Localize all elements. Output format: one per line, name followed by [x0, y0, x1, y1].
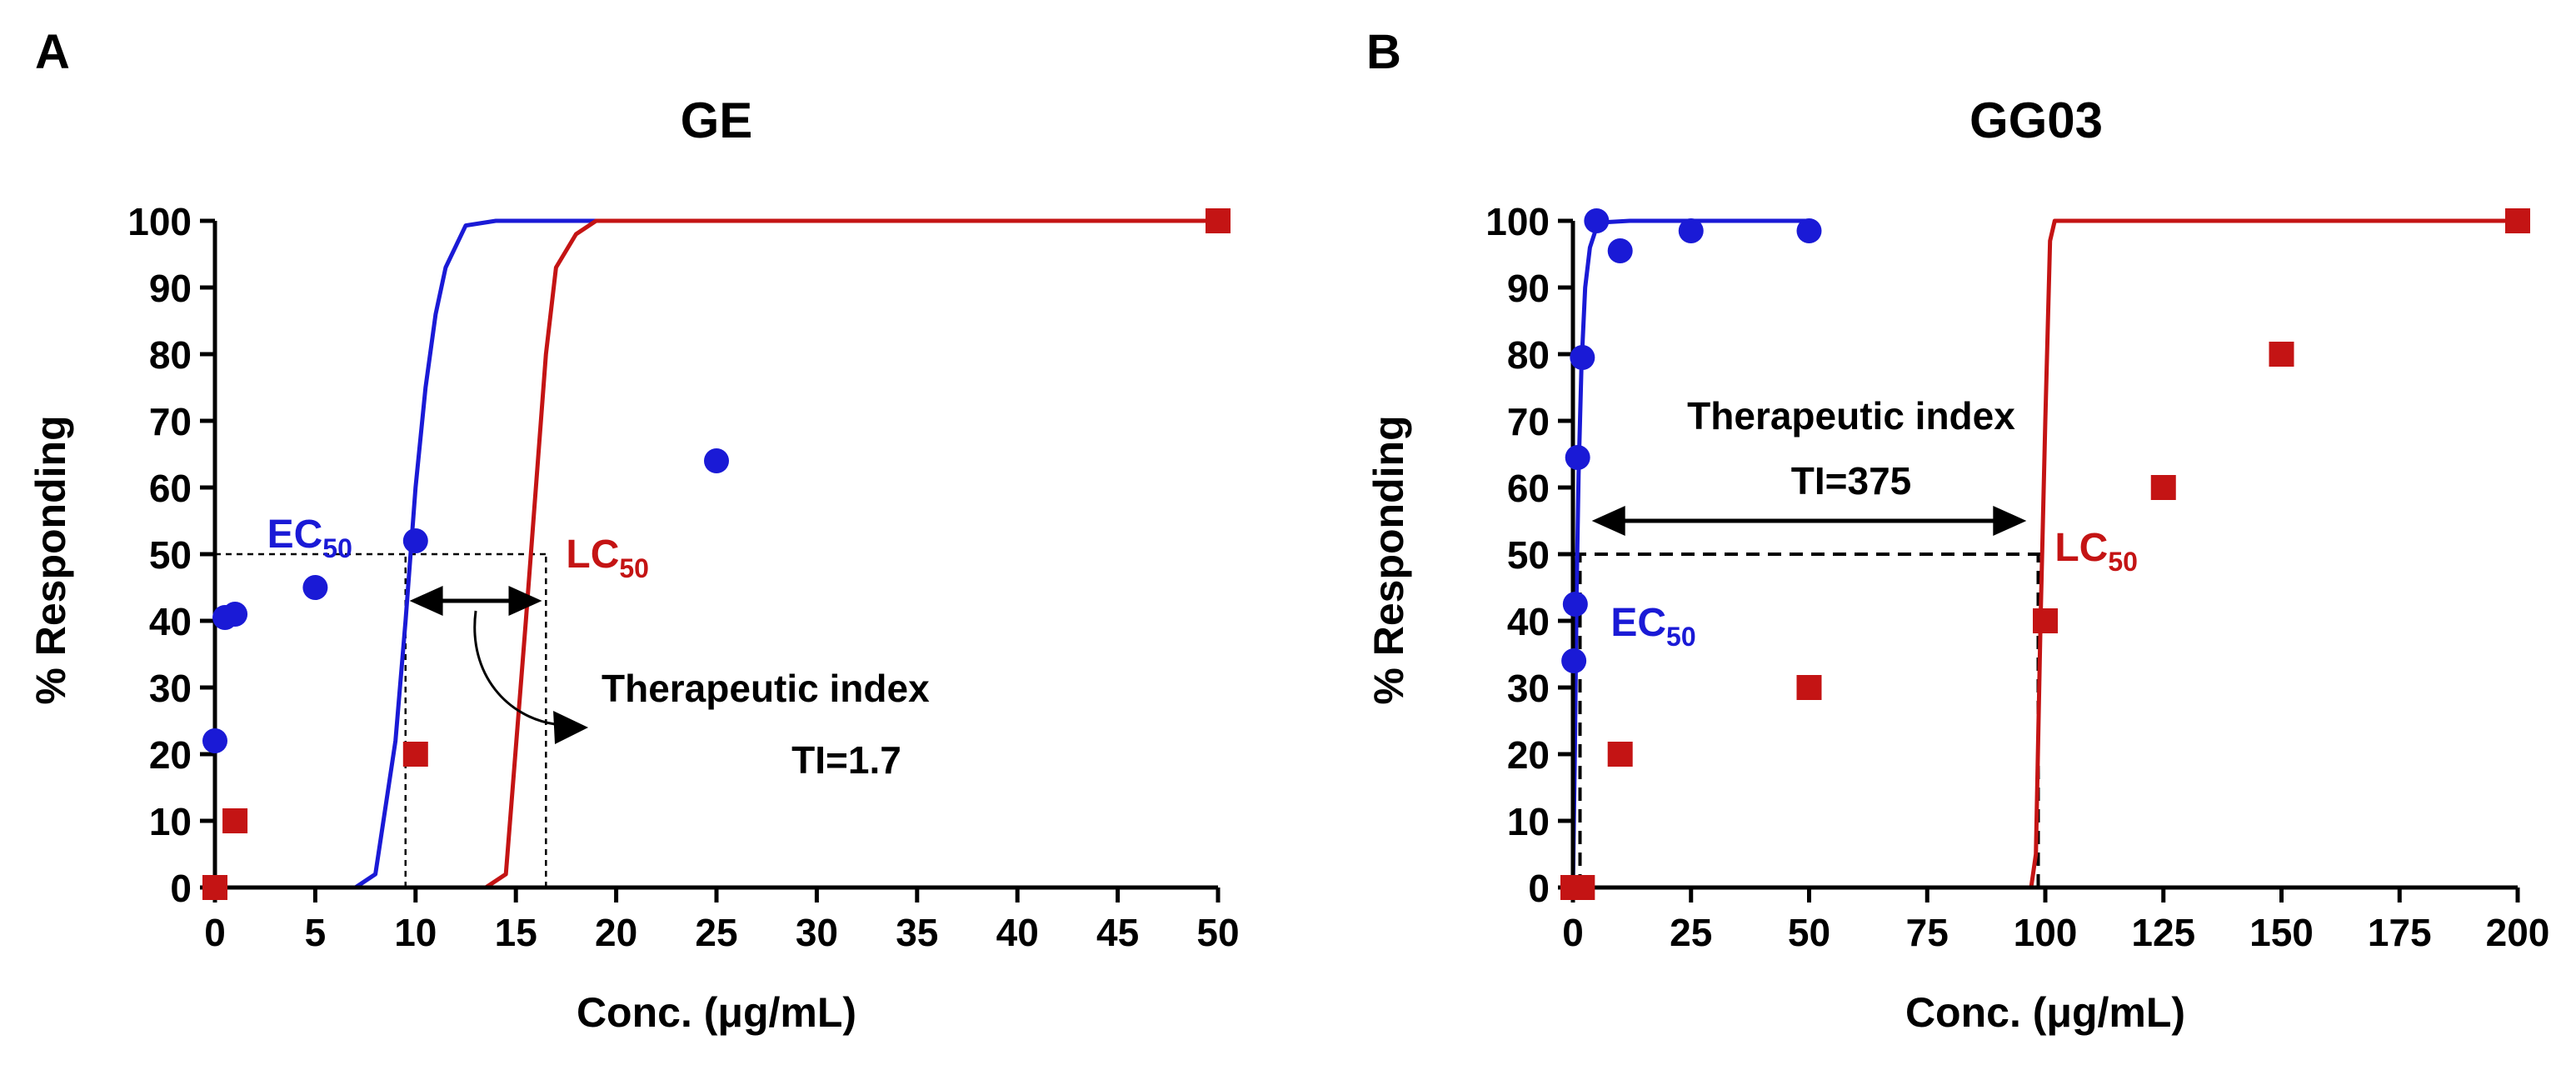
lc-data-point	[2505, 208, 2530, 233]
y-tick-label: 80	[149, 333, 192, 377]
y-tick-label: 0	[170, 867, 192, 910]
x-tick-label: 45	[1096, 911, 1139, 954]
lc50-label: LC50	[566, 532, 649, 583]
y-tick-label: 20	[149, 733, 192, 777]
chart-title: GE	[681, 92, 753, 148]
ec-data-point	[222, 602, 248, 627]
ti-label: Therapeutic index	[602, 667, 930, 710]
x-tick-label: 20	[595, 911, 637, 954]
y-tick-label: 0	[1528, 867, 1550, 910]
y-tick-label: 90	[149, 267, 192, 310]
lc-data-point	[2033, 608, 2058, 633]
ti-pointer-curve	[473, 610, 556, 726]
x-tick-label: 15	[495, 911, 537, 954]
y-axis-label: % Responding	[27, 415, 74, 704]
y-tick-label: 70	[149, 400, 192, 443]
y-tick-label: 100	[1485, 200, 1550, 243]
ti-arrow-head-left	[409, 586, 443, 616]
x-tick-label: 150	[2249, 911, 2314, 954]
x-tick-label: 5	[305, 911, 327, 954]
ec-data-point	[1565, 445, 1590, 470]
x-tick-label: 200	[2486, 911, 2550, 954]
y-tick-label: 20	[1507, 733, 1550, 777]
y-tick-label: 40	[149, 600, 192, 643]
x-tick-label: 50	[1196, 911, 1239, 954]
panel-letter: B	[1366, 25, 1401, 79]
x-tick-label: 100	[2014, 911, 2078, 954]
lc-data-point	[1570, 875, 1595, 900]
ec-data-point	[1562, 592, 1588, 617]
y-axis-label: % Responding	[1365, 415, 1412, 704]
plot-area: 0 10 20 30 40 50 60 70 80 90 100 0 5 10 15 20 25 30 35 40 45…	[127, 200, 1239, 954]
ti-value: TI=375	[1791, 459, 1912, 502]
panel-letter: A	[35, 25, 70, 79]
x-axis-label: Conc. (μg/mL)	[577, 989, 856, 1036]
y-tick-label: 10	[1507, 800, 1550, 843]
lc-data-point	[222, 808, 248, 833]
y-tick-label: 80	[1507, 333, 1550, 377]
lc-data-point	[1206, 208, 1231, 233]
lc-data-point	[402, 742, 428, 767]
y-tick-label: 50	[149, 533, 192, 577]
ti-value: TI=1.7	[791, 738, 901, 782]
ti-arrow-head-left	[1591, 506, 1625, 536]
ec-data-point	[704, 448, 729, 473]
y-tick-label: 100	[127, 200, 192, 243]
y-tick-label: 30	[149, 667, 192, 710]
ti-pointer-head	[553, 711, 589, 744]
y-tick-label: 90	[1507, 267, 1550, 310]
ec-data-point	[402, 528, 428, 553]
ec-data-point	[302, 575, 328, 600]
lc-data-point	[2150, 475, 2176, 500]
ec-data-point	[1584, 208, 1610, 233]
x-tick-label: 75	[1906, 911, 1949, 954]
x-tick-label: 50	[1788, 911, 1830, 954]
x-tick-label: 25	[1670, 911, 1712, 954]
y-tick-label: 50	[1507, 533, 1550, 577]
lc-data-point	[1607, 742, 1633, 767]
lc-data-point	[1796, 675, 1822, 700]
ec-fit-curve	[1570, 218, 1810, 888]
ec50-label: EC50	[267, 512, 352, 563]
panel-b: B GG03 % Responding Conc. (μg/mL) 0 10 20 3…	[1365, 25, 2549, 1036]
ec-data-point	[1678, 218, 1704, 243]
ec-data-point	[1561, 648, 1587, 673]
ti-label: Therapeutic index	[1687, 394, 2015, 438]
ti-arrow-head-right	[1993, 506, 2027, 536]
x-tick-label: 0	[1562, 911, 1584, 954]
lc-fit-curve	[1573, 218, 2518, 890]
y-tick-label: 40	[1507, 600, 1550, 643]
x-tick-label: 125	[2131, 911, 2195, 954]
x-tick-label: 40	[996, 911, 1039, 954]
lc-data-point	[2269, 342, 2294, 367]
ec50-label: EC50	[1610, 601, 1695, 652]
lc-fit-curve	[215, 218, 1218, 890]
ec-data-point	[1607, 238, 1633, 263]
x-tick-label: 25	[695, 911, 737, 954]
lc50-label: LC50	[2054, 526, 2138, 577]
y-tick-label: 30	[1507, 667, 1550, 710]
y-tick-label: 60	[149, 467, 192, 510]
ec-data-point	[1570, 345, 1595, 370]
x-tick-label: 10	[394, 911, 437, 954]
plot-area: 0 10 20 30 40 50 60 70 80 90 100 0 25 50 75 100 125 150 17…	[1485, 200, 2549, 954]
chart-title: GG03	[1969, 92, 2103, 148]
panel-a: A GE % Responding Conc. (μg/mL) 0 10 20 30 4…	[27, 25, 1240, 1036]
x-axis-label: Conc. (μg/mL)	[1905, 989, 2185, 1036]
y-tick-label: 10	[149, 800, 192, 843]
ec-fit-curve	[215, 218, 597, 890]
ec-data-point	[202, 728, 227, 753]
x-tick-label: 35	[896, 911, 938, 954]
y-tick-label: 70	[1507, 400, 1550, 443]
lc-data-point	[202, 875, 227, 900]
ec-data-point	[1796, 218, 1822, 243]
x-tick-label: 0	[204, 911, 226, 954]
x-tick-label: 175	[2368, 911, 2432, 954]
ti-arrow-head-right	[508, 586, 542, 616]
y-tick-label: 60	[1507, 467, 1550, 510]
x-tick-label: 30	[796, 911, 838, 954]
